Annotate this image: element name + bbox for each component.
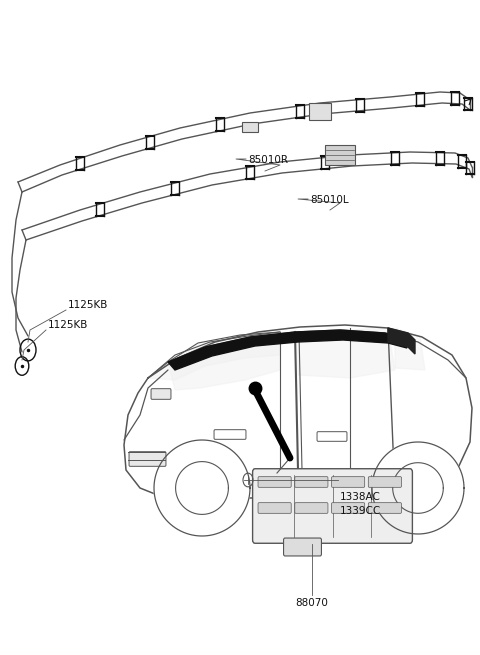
FancyBboxPatch shape — [151, 388, 171, 400]
FancyBboxPatch shape — [295, 502, 328, 514]
FancyBboxPatch shape — [242, 122, 258, 132]
FancyBboxPatch shape — [332, 502, 365, 514]
Polygon shape — [395, 328, 425, 370]
Polygon shape — [168, 330, 407, 370]
Text: 1125KB: 1125KB — [68, 300, 108, 310]
Text: 1338AC: 1338AC — [340, 492, 381, 502]
FancyBboxPatch shape — [368, 502, 401, 514]
Text: 85010R: 85010R — [248, 155, 288, 165]
FancyBboxPatch shape — [295, 477, 328, 487]
FancyBboxPatch shape — [309, 103, 331, 120]
Polygon shape — [154, 440, 250, 536]
FancyBboxPatch shape — [284, 538, 322, 556]
FancyBboxPatch shape — [129, 452, 166, 466]
FancyBboxPatch shape — [214, 430, 246, 440]
FancyBboxPatch shape — [325, 145, 355, 165]
Text: 85010L: 85010L — [310, 195, 348, 205]
Text: 1339CC: 1339CC — [340, 506, 381, 516]
FancyBboxPatch shape — [258, 502, 291, 514]
FancyBboxPatch shape — [252, 469, 412, 543]
Polygon shape — [168, 332, 280, 390]
FancyBboxPatch shape — [258, 477, 291, 487]
FancyBboxPatch shape — [368, 477, 401, 487]
FancyBboxPatch shape — [317, 432, 347, 441]
Polygon shape — [372, 442, 464, 534]
Polygon shape — [148, 332, 280, 380]
Text: 1125KB: 1125KB — [48, 320, 88, 330]
Polygon shape — [298, 328, 395, 378]
FancyBboxPatch shape — [332, 477, 365, 487]
Polygon shape — [388, 328, 415, 354]
Text: 88070: 88070 — [296, 598, 328, 608]
